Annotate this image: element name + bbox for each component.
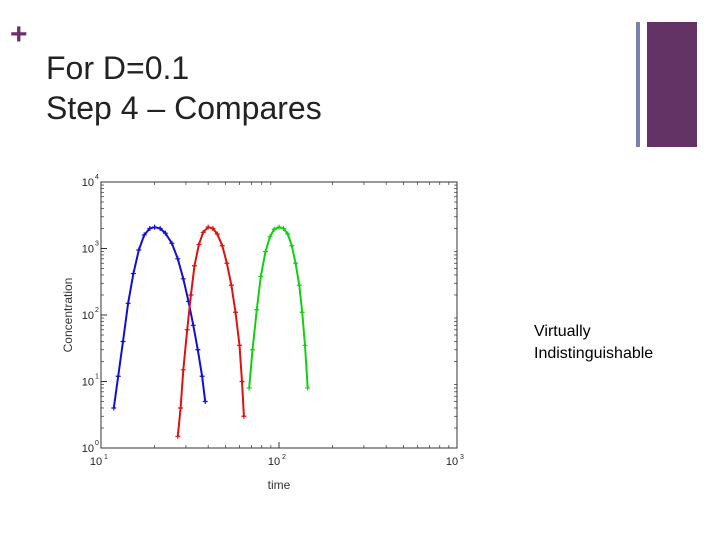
series-2-point xyxy=(175,433,181,439)
series-3-point xyxy=(302,342,308,348)
series-1 xyxy=(111,224,208,411)
series-1-point xyxy=(190,322,196,328)
series-2-point xyxy=(233,309,239,315)
y-tick-label-exponent: 0 xyxy=(95,440,99,447)
plus-icon: + xyxy=(10,18,28,51)
series-3-point xyxy=(263,249,269,255)
y-tick-label: 10 xyxy=(82,443,94,455)
y-tick-label: 10 xyxy=(82,244,94,256)
annotation-line-2: Indistinguishable xyxy=(534,345,654,362)
series-2-point xyxy=(200,229,206,235)
series-3-point xyxy=(254,307,260,313)
x-tick-label-exponent: 3 xyxy=(460,454,464,461)
series-1-point xyxy=(141,232,147,238)
series-layer xyxy=(111,224,311,439)
slide-title-line-2: Step 4 – Compares xyxy=(46,90,322,126)
series-3-point xyxy=(250,347,256,353)
series-1-point xyxy=(125,300,131,306)
y-tick-label-exponent: 1 xyxy=(95,374,99,381)
series-3-point xyxy=(299,309,305,315)
series-1-point xyxy=(180,276,186,282)
y-tick-label: 10 xyxy=(82,310,94,322)
series-2 xyxy=(175,224,247,439)
series-2-point xyxy=(228,282,234,288)
x-tick-label: 10 xyxy=(268,456,280,468)
series-3-point xyxy=(289,243,295,249)
series-3-point xyxy=(271,226,277,232)
series-3 xyxy=(246,224,311,391)
tick-layer: 10 1 10 2 10 310 010 110 210 310 4 xyxy=(82,174,464,468)
series-2-point xyxy=(191,263,197,269)
slide-title: For D=0.1 Step 4 – Compares xyxy=(46,48,322,128)
accent-bar-thin xyxy=(636,22,640,147)
series-1-point xyxy=(162,230,168,236)
x-tick-label-exponent: 2 xyxy=(282,454,286,461)
series-1-point xyxy=(111,405,117,411)
series-2-point xyxy=(178,405,184,411)
series-3-point xyxy=(281,225,287,231)
series-2-point xyxy=(224,260,230,266)
plot-frame xyxy=(100,181,458,449)
series-2-point xyxy=(219,243,225,249)
y-tick-label-exponent: 4 xyxy=(95,174,99,181)
series-1-point xyxy=(130,271,136,277)
annotation-note: Virtually Indistinguishable xyxy=(534,321,653,365)
annotation-line-1: Virtually xyxy=(534,323,591,340)
plot-area xyxy=(100,181,458,449)
series-2-point xyxy=(205,224,211,230)
x-tick-label: 10 xyxy=(90,456,102,468)
accent-bar-thick xyxy=(647,22,697,147)
series-3-point xyxy=(285,231,291,237)
series-2-point xyxy=(237,342,243,348)
series-3-point xyxy=(305,385,311,391)
x-tick-label: 10 xyxy=(446,456,458,468)
series-1-point xyxy=(115,373,121,379)
y-tick-label: 10 xyxy=(82,177,94,189)
series-1-point xyxy=(136,247,142,253)
series-2-point xyxy=(214,231,220,237)
series-3-point xyxy=(296,282,302,288)
series-3-line xyxy=(248,226,309,388)
series-3-point xyxy=(267,234,273,240)
series-1-point xyxy=(157,225,163,231)
series-1-point xyxy=(147,225,153,231)
series-1-point xyxy=(175,256,181,262)
y-tick-label-exponent: 3 xyxy=(95,241,99,248)
series-1-point xyxy=(195,347,201,353)
series-2-point xyxy=(180,367,186,373)
x-axis-title: time xyxy=(268,478,291,492)
series-2-point xyxy=(210,225,216,231)
series-2-point xyxy=(196,241,202,247)
series-1-point xyxy=(152,224,158,230)
series-3-point xyxy=(246,385,252,391)
series-2-point xyxy=(188,292,194,298)
series-2-point xyxy=(239,379,245,384)
y-tick-label-exponent: 2 xyxy=(95,307,99,314)
series-2-point xyxy=(184,327,190,333)
y-tick-label: 10 xyxy=(82,377,94,389)
series-2-point xyxy=(241,413,247,419)
series-1-point xyxy=(202,399,208,405)
x-tick-label-exponent: 1 xyxy=(104,454,108,461)
series-2-line xyxy=(176,225,245,437)
y-axis-title: Concentration xyxy=(61,278,75,353)
series-3-point xyxy=(276,224,282,230)
series-3-point xyxy=(258,273,264,279)
series-3-point xyxy=(293,260,299,266)
series-1-point xyxy=(120,338,126,344)
series-1-point xyxy=(169,240,175,246)
slide-title-line-1: For D=0.1 xyxy=(46,50,190,86)
series-1-point xyxy=(199,373,205,379)
